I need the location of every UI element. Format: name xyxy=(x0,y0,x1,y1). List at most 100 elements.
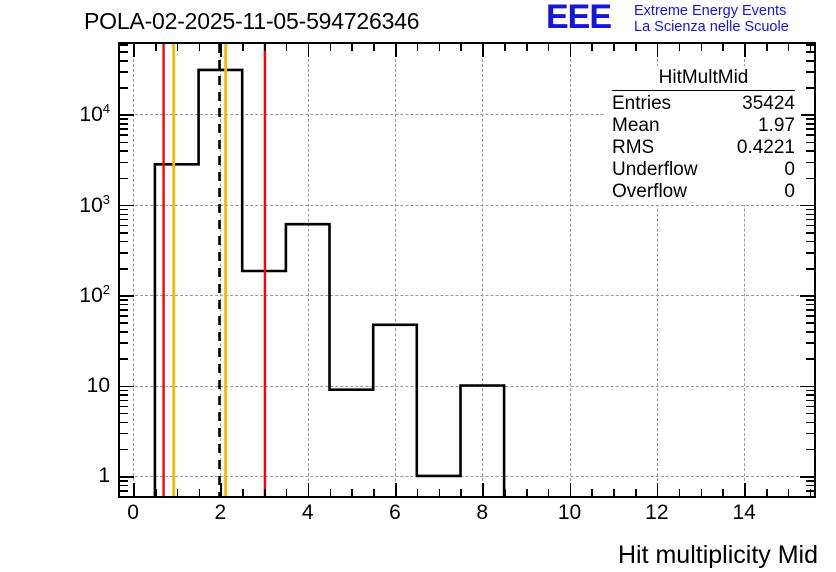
x-tick-label-1: 2 xyxy=(214,501,227,524)
axis-tick xyxy=(806,489,814,492)
axis-tick xyxy=(806,208,814,211)
axis-tick xyxy=(307,44,310,57)
axis-tick xyxy=(133,483,135,496)
stats-value: 1.97 xyxy=(758,115,795,136)
y-tick-label-3: 103 xyxy=(79,191,110,217)
axis-tick xyxy=(416,489,419,496)
axis-tick xyxy=(220,44,222,57)
gridline-vertical xyxy=(220,44,222,496)
axis-tick xyxy=(220,483,222,496)
axis-tick xyxy=(329,44,332,51)
axis-tick xyxy=(154,489,157,496)
axis-tick xyxy=(547,44,550,51)
stats-label: Entries xyxy=(612,93,672,114)
gridline-vertical xyxy=(482,44,484,496)
axis-tick xyxy=(120,208,128,211)
axis-tick xyxy=(120,480,128,482)
axis-tick xyxy=(120,322,128,324)
axis-tick xyxy=(806,51,814,53)
axis-tick xyxy=(504,44,506,51)
axis-tick xyxy=(613,489,615,496)
axis-tick xyxy=(120,213,128,216)
axis-tick xyxy=(120,448,128,451)
axis-tick xyxy=(765,44,768,51)
axis-tick xyxy=(806,87,814,89)
stats-label: Underflow xyxy=(612,159,698,180)
x-axis-title: Hit multiplicity Mid xyxy=(617,541,818,569)
axis-tick xyxy=(242,44,244,51)
axis-tick xyxy=(120,177,128,180)
axis-tick xyxy=(656,44,659,57)
axis-tick xyxy=(438,44,441,51)
stats-title: HitMultMid xyxy=(612,67,795,91)
axis-tick xyxy=(809,489,812,496)
axis-tick xyxy=(394,483,397,496)
axis-tick xyxy=(120,51,128,53)
axis-tick xyxy=(264,44,266,51)
axis-tick xyxy=(806,134,814,136)
axis-tick xyxy=(120,315,128,317)
axis-tick xyxy=(806,389,814,392)
axis-tick xyxy=(800,475,814,478)
axis-tick xyxy=(569,483,572,496)
axis-tick xyxy=(806,322,814,324)
axis-tick xyxy=(806,59,814,62)
x-tick-label-0: 0 xyxy=(127,501,139,524)
axis-tick xyxy=(800,295,814,297)
axis-tick xyxy=(806,267,814,270)
gridline-vertical xyxy=(744,44,746,496)
axis-tick xyxy=(744,44,746,57)
axis-tick xyxy=(504,489,506,496)
axis-tick xyxy=(700,489,703,496)
x-tick-label-7: 14 xyxy=(732,501,756,524)
axis-tick xyxy=(120,394,128,396)
eee-logo-text-line2: La Scienza nelle Scuole xyxy=(634,19,789,35)
stats-row: Mean 1.97 xyxy=(606,115,801,137)
axis-tick xyxy=(120,309,128,311)
axis-tick xyxy=(635,44,637,51)
axis-tick xyxy=(806,432,814,435)
axis-tick xyxy=(765,489,768,496)
axis-tick xyxy=(460,489,463,496)
axis-tick xyxy=(722,489,724,496)
axis-tick xyxy=(120,267,128,270)
axis-tick xyxy=(806,44,814,46)
axis-tick xyxy=(806,123,814,125)
axis-tick xyxy=(569,44,572,57)
stats-label: Mean xyxy=(612,115,660,136)
x-tick-label-3: 6 xyxy=(389,501,401,524)
x-tick-label-4: 8 xyxy=(476,501,489,524)
axis-tick xyxy=(678,44,681,51)
axis-tick xyxy=(120,87,128,89)
axis-tick xyxy=(656,483,659,496)
axis-tick xyxy=(307,483,310,496)
axis-tick xyxy=(120,303,128,306)
eee-logo-mark: EEE EEE xyxy=(546,0,630,38)
stats-rows: Entries 35424 Mean 1.97 RMS 0.4221 Underflow 0 O… xyxy=(606,93,801,203)
y-tick-label-1: 10 xyxy=(86,373,110,397)
stats-value: 0 xyxy=(784,159,795,180)
axis-tick xyxy=(591,44,593,51)
axis-tick xyxy=(806,303,814,306)
axis-tick xyxy=(806,240,814,243)
axis-tick xyxy=(120,128,128,130)
axis-tick xyxy=(635,489,637,496)
axis-tick xyxy=(373,44,375,51)
axis-tick xyxy=(120,114,134,116)
marker-lines xyxy=(162,44,267,496)
gridline-horizontal xyxy=(120,295,814,297)
x-tick-label-2: 4 xyxy=(301,501,314,524)
axis-tick xyxy=(482,483,484,496)
axis-tick xyxy=(806,118,814,121)
axis-tick xyxy=(120,484,128,487)
axis-tick xyxy=(806,213,814,216)
axis-tick xyxy=(809,44,812,51)
histogram-curve xyxy=(153,68,506,496)
axis-tick xyxy=(373,489,375,496)
axis-tick xyxy=(806,448,814,451)
eee-logo: EEE EEE Extreme Energy Events La Scienza… xyxy=(546,0,834,38)
stats-row: Overflow 0 xyxy=(606,181,801,203)
histogram-outline xyxy=(153,68,506,496)
axis-tick xyxy=(806,421,814,424)
eee-logo-mark-letters: EEE xyxy=(546,0,612,36)
